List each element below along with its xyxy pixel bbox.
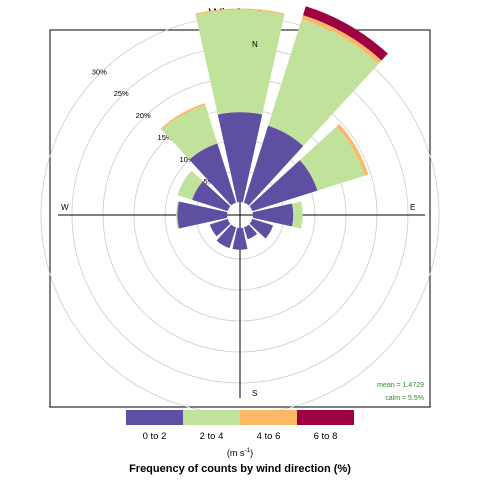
legend: 0 to 2 2 to 4 4 to 6 6 to 8 [126,410,354,442]
calm-annotation: calm = 5.5% [385,395,424,402]
bar-300-series-1 [192,181,231,212]
legend-swatch-3 [240,410,297,425]
compass-labels: N E S W [61,40,415,398]
bar-90-series-2 [292,201,303,229]
bar-330-series-1 [189,143,237,206]
bar-30-series-2 [268,19,379,146]
legend-swatch-1 [126,410,183,425]
compass-n: N [252,40,258,49]
compass-s: S [252,389,257,398]
compass-w: W [61,203,69,212]
bar-180-series-1 [232,227,248,250]
ring-label-25: 25% [114,89,129,98]
legend-swatch-4 [297,410,354,425]
bar-270-series-2 [176,201,179,229]
bar-120-series-1 [249,218,274,239]
bar-30-series-1 [243,125,304,206]
bar-60-series-3 [336,124,369,176]
bar-0-series-3 [195,8,285,15]
radial-tick-labels: 5% 10% 15% 20% 25% 30% [92,67,215,186]
legend-label-1: 0 to 2 [143,431,167,442]
bar-0-series-2 [195,9,285,115]
x-axis-caption: Frequency of counts by wind direction (%… [129,463,351,475]
legend-label-2: 2 to 4 [200,431,224,442]
bar-240-series-1 [209,218,231,237]
legend-label-4: 6 to 8 [314,431,338,442]
ring-label-30: 30% [92,67,107,76]
legend-unit-label: (m s-1) [227,447,253,458]
compass-e: E [410,203,415,212]
bar-60-series-2 [299,126,365,191]
ring-label-20: 20% [136,111,151,120]
bar-30-series-3 [301,15,382,64]
wind-bars [160,6,388,250]
bar-330-series-3 [160,103,206,130]
bar-60-series-1 [249,160,318,212]
ring-label-10: 10% [179,155,194,164]
ring-label-5: 5% [203,177,214,186]
bar-150-series-1 [243,224,258,240]
bar-210-series-1 [216,224,237,249]
legend-swatch-2 [183,410,240,425]
bar-30-series-4 [303,6,388,61]
bar-330-series-2 [162,105,218,160]
bar-270-series-1 [177,201,228,229]
mean-annotation: mean = 1.4729 [377,382,424,389]
bar-300-series-2 [177,170,203,200]
ring-label-15: 15% [158,133,173,142]
legend-label-3: 4 to 6 [257,431,281,442]
bar-0-series-1 [217,112,263,203]
bar-90-series-1 [252,203,294,227]
